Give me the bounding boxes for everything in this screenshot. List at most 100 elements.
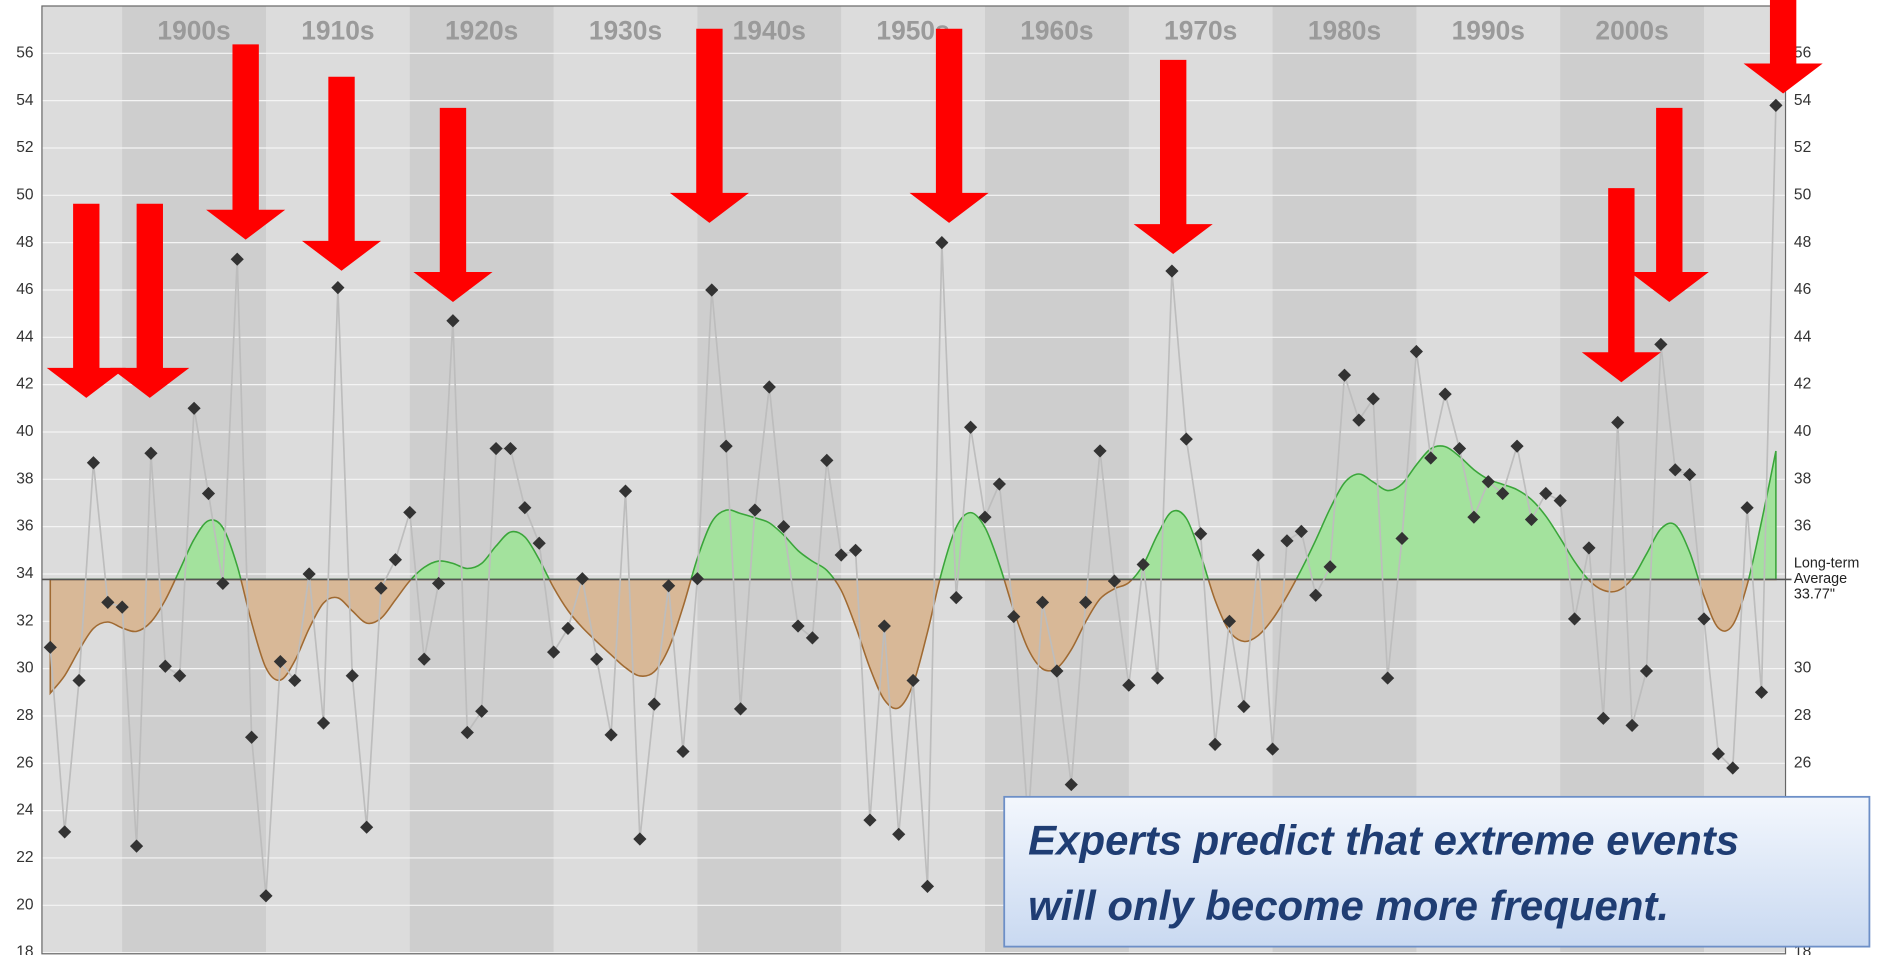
y-tick-label: 48 bbox=[16, 234, 33, 251]
y-tick-label: 50 bbox=[16, 186, 34, 203]
data-point bbox=[1726, 761, 1740, 775]
y-tick-label: 38 bbox=[16, 470, 33, 487]
data-point bbox=[72, 673, 86, 688]
data-point bbox=[1625, 718, 1639, 733]
arrow bbox=[110, 203, 190, 398]
y-tick-label: 54 bbox=[16, 92, 34, 109]
data-point bbox=[259, 889, 273, 903]
data-point bbox=[1222, 614, 1237, 628]
data-point bbox=[1452, 441, 1467, 456]
arrow bbox=[46, 203, 126, 398]
data-point bbox=[805, 631, 820, 645]
data-point bbox=[1539, 486, 1553, 501]
data-point bbox=[1697, 612, 1711, 626]
data-point bbox=[1079, 595, 1093, 609]
data-point bbox=[604, 728, 618, 742]
data-point bbox=[1524, 512, 1539, 527]
data-point bbox=[647, 697, 661, 711]
plot-frame bbox=[41, 5, 1787, 955]
y2-tick-label: 30 bbox=[1794, 660, 1812, 677]
decade-label: 2000s bbox=[1595, 15, 1668, 45]
data-point bbox=[1582, 541, 1596, 555]
y-tick-label: 56 bbox=[16, 44, 33, 61]
data-point bbox=[187, 401, 201, 415]
y2-tick-label: 36 bbox=[1794, 518, 1811, 535]
data-point bbox=[877, 619, 891, 633]
y2-tick-label: 48 bbox=[1794, 234, 1811, 251]
data-point bbox=[820, 453, 834, 467]
average-label: 33.77" bbox=[1794, 587, 1835, 603]
data-point bbox=[475, 704, 489, 718]
arrow bbox=[301, 76, 382, 271]
y-tick-label: 30 bbox=[16, 660, 34, 677]
data-point bbox=[1352, 413, 1366, 427]
callout: Experts predict that extreme events will… bbox=[1003, 795, 1871, 948]
y-tick-label: 46 bbox=[16, 281, 33, 298]
data-point bbox=[115, 600, 129, 614]
y-tick-label: 20 bbox=[16, 896, 34, 913]
data-point bbox=[633, 832, 647, 846]
data-point bbox=[1050, 664, 1064, 678]
average-name: Long-term bbox=[1794, 555, 1859, 571]
data-point bbox=[489, 441, 503, 456]
decade-label: 1910s bbox=[301, 15, 374, 45]
data-point bbox=[446, 314, 460, 328]
data-point bbox=[676, 744, 690, 759]
data-point bbox=[216, 576, 230, 591]
data-point bbox=[1553, 494, 1567, 508]
data-point bbox=[1711, 747, 1725, 761]
data-point bbox=[431, 576, 446, 591]
arrow bbox=[669, 28, 749, 223]
data-point bbox=[460, 725, 474, 740]
data-point bbox=[892, 827, 906, 841]
data-point bbox=[101, 595, 115, 609]
data-point bbox=[1438, 387, 1452, 401]
data-point bbox=[43, 640, 57, 654]
data-point bbox=[1481, 475, 1495, 489]
decade-label: 1960s bbox=[1020, 15, 1093, 45]
y2-tick-label: 50 bbox=[1794, 186, 1812, 203]
decade-label: 1940s bbox=[733, 15, 806, 45]
callout-box bbox=[1003, 795, 1871, 948]
y2-tick-label: 54 bbox=[1794, 92, 1812, 109]
decade-label: 1980s bbox=[1308, 15, 1381, 45]
data-point bbox=[1237, 699, 1251, 714]
data-point bbox=[1366, 392, 1380, 406]
callout-text: will only become more frequent. bbox=[1028, 882, 1669, 929]
data-point bbox=[575, 572, 589, 586]
data-point bbox=[1424, 451, 1438, 465]
arrow bbox=[206, 44, 286, 240]
y2-tick-label: 52 bbox=[1794, 139, 1811, 156]
data-point bbox=[417, 652, 431, 666]
data-point bbox=[791, 619, 805, 633]
data-point bbox=[964, 420, 978, 434]
data-point bbox=[1381, 671, 1395, 685]
data-point bbox=[561, 621, 575, 635]
data-point bbox=[1639, 664, 1654, 678]
data-point bbox=[388, 553, 402, 567]
data-point bbox=[1596, 711, 1610, 725]
arrow bbox=[1133, 59, 1213, 255]
y2-tick-label: 18 bbox=[1794, 944, 1811, 955]
data-point bbox=[1150, 671, 1165, 685]
data-point bbox=[1409, 344, 1423, 359]
y-tick-label: 18 bbox=[16, 944, 33, 955]
data-point bbox=[403, 505, 417, 520]
callout-text: Experts predict that extreme events bbox=[1028, 816, 1739, 863]
data-point bbox=[86, 456, 101, 470]
y-tick-label: 24 bbox=[16, 802, 34, 819]
y2-tick-label: 42 bbox=[1794, 376, 1811, 393]
data-point bbox=[1165, 264, 1179, 278]
data-point bbox=[518, 501, 532, 515]
decade-label: 1930s bbox=[589, 15, 662, 45]
data-point bbox=[273, 654, 287, 669]
arrows bbox=[46, 0, 1823, 398]
data-point bbox=[503, 441, 518, 456]
y2-tick-label: 26 bbox=[1794, 754, 1811, 771]
data-point bbox=[1496, 486, 1510, 501]
y2-tick-label: 40 bbox=[1794, 423, 1812, 440]
data-point bbox=[288, 673, 302, 688]
y-tick-label: 42 bbox=[16, 376, 33, 393]
